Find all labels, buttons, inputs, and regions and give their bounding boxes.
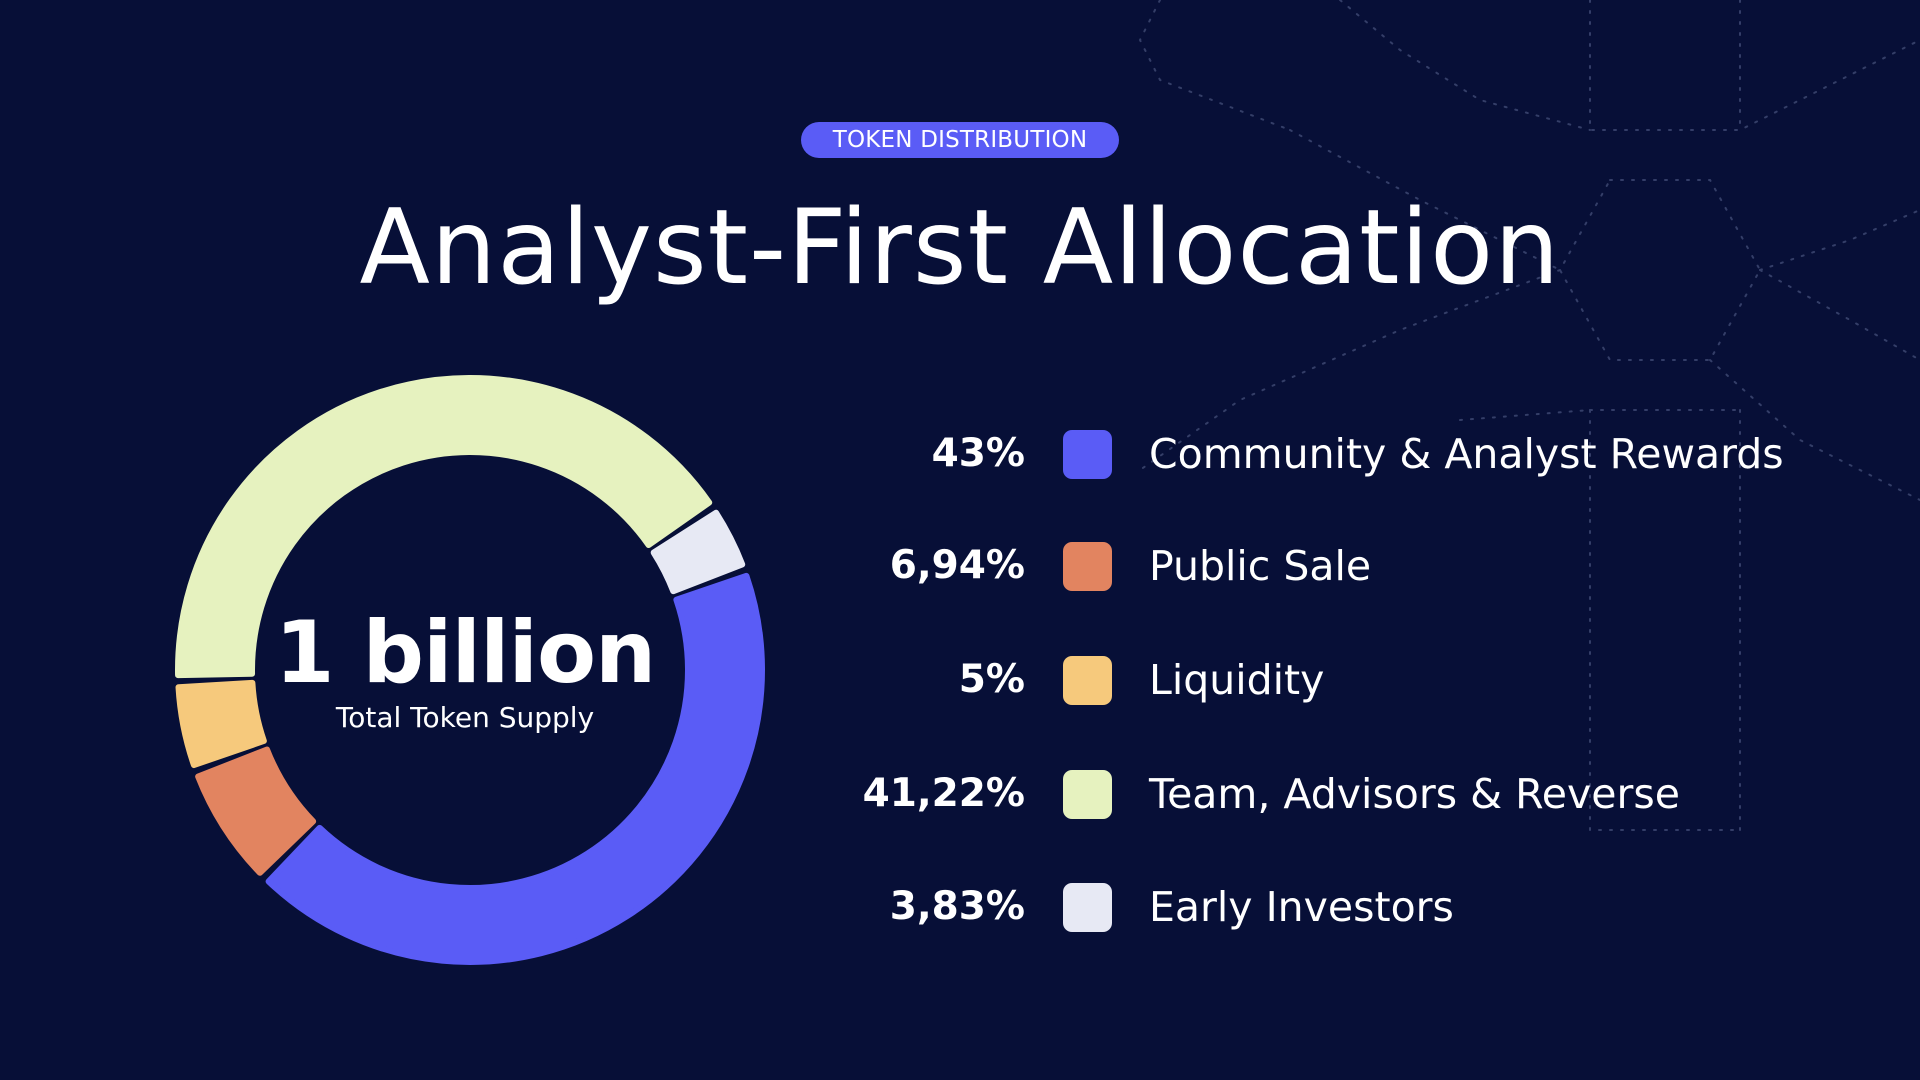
legend-item: 3,83% Early Investors bbox=[0, 877, 1920, 937]
legend-swatch bbox=[1063, 770, 1112, 819]
legend-swatch bbox=[1063, 430, 1112, 479]
donut-chart bbox=[175, 375, 765, 965]
donut-slice-0 bbox=[265, 572, 765, 965]
legend-swatch bbox=[1063, 883, 1112, 932]
legend-item: 6,94% Public Sale bbox=[0, 536, 1920, 596]
legend-percent: 43% bbox=[931, 431, 1025, 476]
legend-percent: 3,83% bbox=[889, 884, 1025, 929]
legend-item: 43% Community & Analyst Rewards bbox=[0, 424, 1920, 484]
legend-swatch bbox=[1063, 542, 1112, 591]
legend-label: Public Sale bbox=[1149, 542, 1372, 590]
legend-item: 41,22% Team, Advisors & Reverse bbox=[0, 764, 1920, 824]
legend-item: 5% Liquidity bbox=[0, 650, 1920, 710]
donut-slice-4 bbox=[650, 509, 746, 595]
donut-slice-2 bbox=[175, 679, 267, 769]
total-supply-caption: Total Token Supply bbox=[335, 701, 595, 734]
section-badge: TOKEN DISTRIBUTION bbox=[801, 122, 1119, 158]
donut-slice-3 bbox=[175, 375, 713, 679]
legend-label: Early Investors bbox=[1149, 883, 1454, 931]
page-title: Analyst-First Allocation bbox=[359, 188, 1561, 308]
legend-label: Team, Advisors & Reverse bbox=[1149, 770, 1680, 818]
legend-percent: 5% bbox=[958, 657, 1025, 702]
legend-percent: 6,94% bbox=[889, 543, 1025, 588]
legend-swatch bbox=[1063, 656, 1112, 705]
legend-label: Liquidity bbox=[1149, 656, 1325, 704]
total-supply-value: 1 billion bbox=[274, 603, 657, 703]
donut-slice-1 bbox=[195, 746, 317, 876]
legend-label: Community & Analyst Rewards bbox=[1149, 430, 1784, 478]
legend-percent: 41,22% bbox=[862, 771, 1025, 816]
